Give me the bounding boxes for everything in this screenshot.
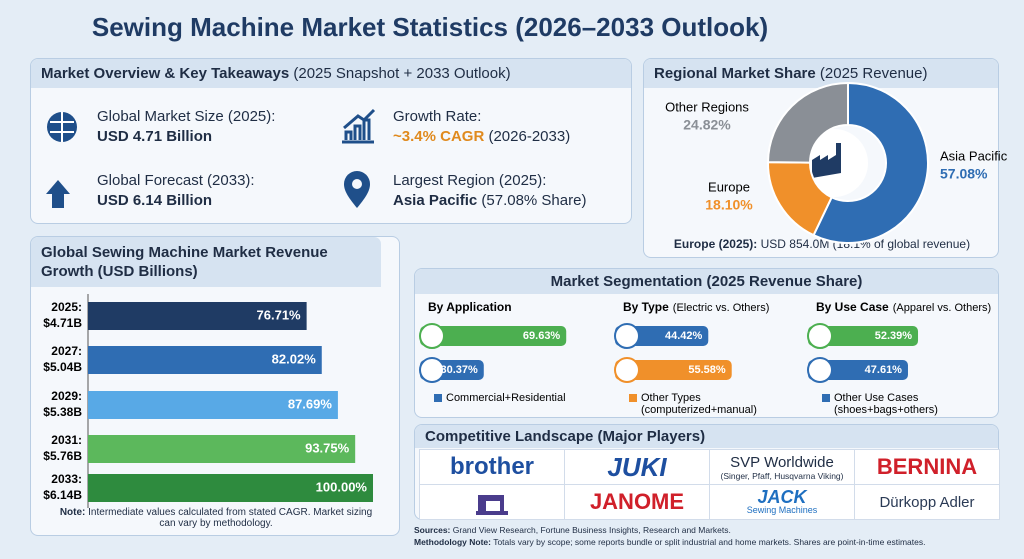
heading: Regional Market Share bbox=[654, 65, 816, 82]
machine-icon bbox=[476, 495, 508, 515]
stat: Largest Region (2025): Asia Pacific (57.0… bbox=[393, 171, 586, 211]
regional-panel: Regional Market Share (2025 Revenue) Eur… bbox=[643, 58, 999, 258]
stat-label: Growth Rate: bbox=[393, 108, 482, 125]
note-label: Note: bbox=[59, 507, 86, 518]
regional-header: Regional Market Share (2025 Revenue) bbox=[644, 59, 998, 88]
title: Sewing Machine Market Statistics (2026–2… bbox=[91, 12, 769, 42]
stat: Global Forecast (2033): USD 6.14 Billion bbox=[97, 171, 255, 211]
player-note: (Singer, Pfaff, Husqvarna Viking) bbox=[720, 470, 844, 481]
overview-panel: Market Overview & Key Takeaways (2025 Sn… bbox=[30, 58, 632, 224]
sources-label: Sources: bbox=[414, 525, 451, 535]
logo: SVP Worldwide (Singer, Pfaff, Husqvarna V… bbox=[709, 449, 855, 485]
segmentation-header: Market Segmentation (2025 Revenue Share) bbox=[415, 269, 998, 294]
player: BERNINA bbox=[876, 454, 978, 479]
competitive-header: Competitive Landscape (Major Players) bbox=[415, 425, 998, 448]
stat-note: (2026-2033) bbox=[488, 128, 571, 145]
note: Intermediate values calculated from stat… bbox=[88, 507, 373, 529]
stat-note: (57.08% Share) bbox=[481, 192, 587, 209]
regional-note: Europe (2025): USD 854.0M (18.1% of glob… bbox=[644, 237, 1000, 251]
revenue-panel: Global Sewing Machine Market Revenue Gro… bbox=[30, 236, 400, 536]
player: JANOME bbox=[589, 489, 685, 514]
sources: Sources: Grand View Research, Fortune Bu… bbox=[414, 524, 1014, 548]
stat: Global Market Size (2025): USD 4.71 Billi… bbox=[97, 107, 275, 147]
player: brother bbox=[450, 453, 534, 480]
competitive-panel: Competitive Landscape (Major Players) br… bbox=[414, 424, 1000, 520]
revenue-note: Note: Intermediate values calculated fro… bbox=[51, 507, 381, 529]
player: JACK bbox=[757, 487, 807, 507]
logo: JACK Sewing Machines bbox=[709, 484, 855, 520]
note: USD 854.0M (18.1% of global revenue) bbox=[760, 237, 971, 251]
logo: Dürkopp Adler bbox=[854, 484, 1000, 520]
heading: Market Overview & Key Takeaways bbox=[41, 65, 290, 82]
player: JUKI bbox=[607, 451, 667, 482]
sources-text: Grand View Research, Fortune Business In… bbox=[452, 525, 731, 535]
player-note: Sewing Machines bbox=[746, 505, 818, 515]
stat-label: Largest Region (2025): bbox=[393, 172, 547, 189]
revenue-header: Global Sewing Machine Market Revenue Gro… bbox=[31, 237, 381, 287]
stat-value: ~3.4% CAGR bbox=[393, 128, 485, 145]
note-label: Europe (2025): bbox=[673, 237, 758, 251]
logo: brother bbox=[419, 449, 565, 485]
stat: Growth Rate: ~3.4% CAGR (2026-2033) bbox=[393, 107, 570, 147]
player: SVP Worldwide bbox=[730, 453, 834, 471]
logo: JANOME bbox=[564, 484, 710, 520]
stat-value: USD 6.14 Billion bbox=[97, 192, 213, 209]
stat-value: Asia Pacific bbox=[393, 192, 478, 209]
segmentation-panel: Market Segmentation (2025 Revenue Share) bbox=[414, 268, 999, 418]
overview-header: Market Overview & Key Takeaways (2025 Sn… bbox=[31, 59, 631, 88]
methodology-label: Methodology Note: bbox=[414, 537, 491, 547]
logo: JUKI bbox=[564, 449, 710, 485]
logo bbox=[419, 484, 565, 520]
heading-note: (2025 Revenue) bbox=[819, 65, 928, 82]
heading-note: (2025 Snapshot + 2033 Outlook) bbox=[293, 65, 511, 82]
methodology-text: Totals vary by scope; some reports bundl… bbox=[493, 537, 926, 547]
logo: BERNINA bbox=[854, 449, 1000, 485]
stat-label: Global Forecast (2033): bbox=[97, 172, 255, 189]
stat-value: USD 4.71 Billion bbox=[97, 128, 213, 145]
stat-label: Global Market Size (2025): bbox=[97, 108, 276, 125]
player: Dürkopp Adler bbox=[879, 493, 975, 511]
